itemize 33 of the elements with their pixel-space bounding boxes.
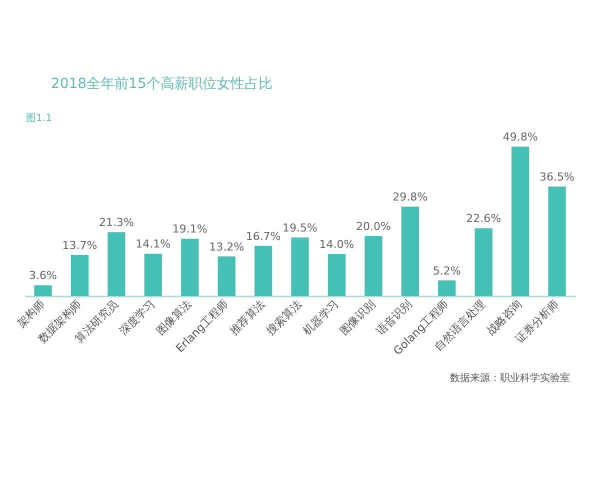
data-label: 14.0% [319, 238, 354, 251]
data-label: 29.8% [392, 190, 428, 204]
bar [548, 186, 566, 296]
bar [364, 236, 382, 296]
data-label: 36.5% [540, 170, 574, 184]
data-label: 21.3% [98, 216, 134, 230]
bar [254, 246, 272, 296]
source-note: 数据来源：职业科学实验室 [450, 372, 570, 384]
data-label: 22.6% [466, 212, 502, 226]
data-label: 3.6% [29, 269, 57, 282]
data-label: 19.1% [172, 222, 208, 236]
bar [181, 238, 199, 296]
bar [511, 146, 530, 296]
bar [438, 280, 456, 296]
data-label: 13.7% [62, 238, 98, 252]
bar [34, 285, 52, 296]
bar [328, 254, 346, 296]
data-label: 49.8% [502, 130, 538, 144]
bar [401, 206, 419, 296]
data-label: 14.1% [136, 238, 171, 251]
caption: 图1.1 [26, 113, 52, 124]
bar [291, 238, 309, 296]
bar [108, 232, 126, 296]
bar [218, 256, 236, 296]
chart-title: 2018全年前15个高薪职位女性占比 [50, 76, 272, 92]
bar [474, 228, 492, 296]
data-label: 20.0% [356, 220, 391, 233]
bar [144, 254, 162, 296]
data-label: 13.2% [209, 240, 244, 254]
data-label: 19.5% [282, 222, 318, 234]
data-label: 5.2% [432, 264, 461, 278]
data-label: 16.7% [246, 230, 281, 243]
bar [70, 254, 89, 296]
